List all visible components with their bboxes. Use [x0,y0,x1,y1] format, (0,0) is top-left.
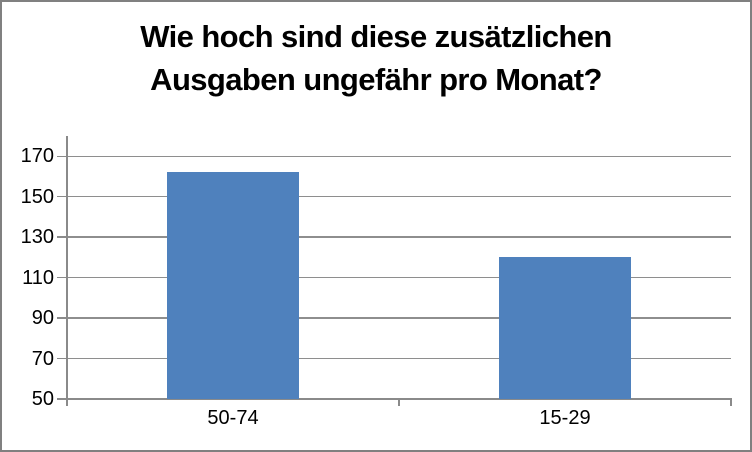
x-tick-1 [398,399,400,406]
y-axis-label-150: 150 [20,185,54,208]
y-tick-70 [57,357,67,360]
y-axis-label-110: 110 [22,266,54,289]
x-tick-0 [66,399,68,406]
y-axis-label-50: 50 [31,388,54,410]
x-axis-label-50-74: 50-74 [207,407,259,429]
gridline-130 [67,236,731,238]
y-axis-label-70: 70 [31,347,54,370]
x-tick-2 [730,399,732,406]
y-tick-90 [57,317,67,319]
y-tick-130 [57,236,67,238]
gridline-70 [67,357,731,360]
bar-15-29 [498,257,632,399]
y-tick-50 [57,398,67,400]
chart-title: Wie hoch sind diese zusätzlichen Ausgabe… [140,19,612,97]
bar-50-74 [166,172,300,399]
y-tick-170 [57,155,67,157]
gridline-170 [67,155,731,157]
y-axis-label-130: 130 [20,226,54,249]
y-axis-line [66,136,68,399]
gridline-150 [67,195,731,198]
y-axis-label-90: 90 [31,307,54,330]
y-tick-110 [57,276,67,279]
gridline-110 [67,276,731,279]
y-tick-150 [57,195,67,198]
gridline-90 [67,317,731,319]
x-axis-line [66,398,732,400]
x-axis-label-15-29: 15-29 [539,407,591,429]
y-axis-label-170: 170 [20,145,54,168]
